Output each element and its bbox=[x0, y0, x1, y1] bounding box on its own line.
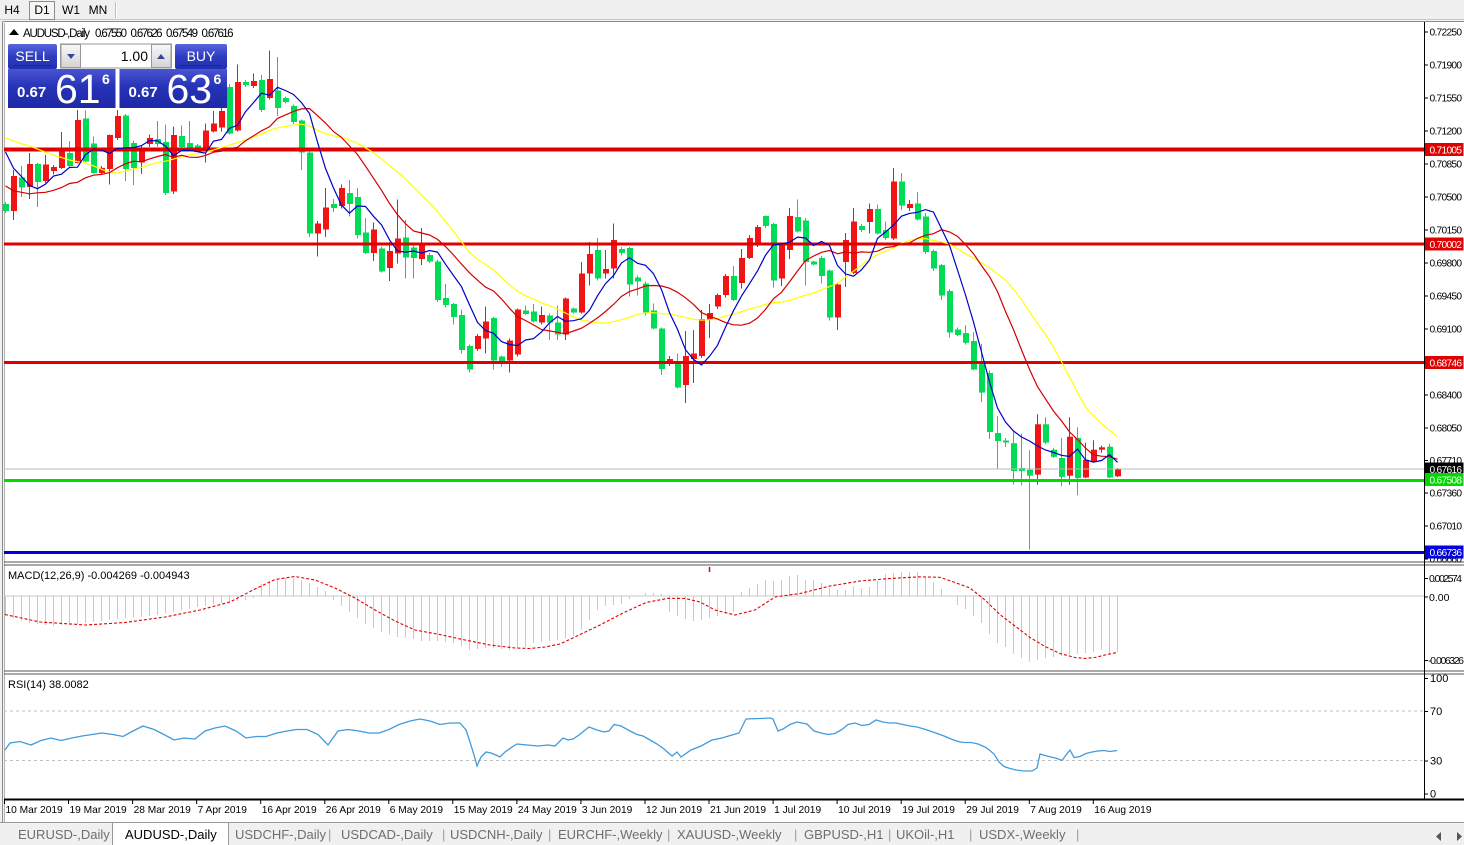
svg-text:61: 61 bbox=[55, 66, 101, 112]
svg-text:EURCHF-,Weekly: EURCHF-,Weekly bbox=[558, 827, 663, 842]
svg-text:W1: W1 bbox=[62, 3, 80, 17]
svg-text:1.00: 1.00 bbox=[121, 48, 148, 64]
svg-text:|: | bbox=[328, 827, 331, 842]
svg-text:0.67616: 0.67616 bbox=[1430, 465, 1463, 476]
svg-text:24 May 2019: 24 May 2019 bbox=[518, 805, 577, 816]
svg-text:0.67710: 0.67710 bbox=[1430, 456, 1463, 467]
svg-text:0.68400: 0.68400 bbox=[1430, 391, 1463, 402]
svg-text:0.67010: 0.67010 bbox=[1430, 522, 1463, 533]
svg-text:26 Apr 2019: 26 Apr 2019 bbox=[326, 805, 381, 816]
svg-text:USDCHF-,Daily: USDCHF-,Daily bbox=[235, 827, 327, 842]
svg-text:|: | bbox=[667, 827, 670, 842]
svg-text:0.69100: 0.69100 bbox=[1430, 325, 1463, 336]
svg-text:BUY: BUY bbox=[187, 48, 216, 64]
svg-text:0.67: 0.67 bbox=[129, 84, 158, 101]
svg-text:|: | bbox=[1076, 827, 1079, 842]
svg-text:12 Jun 2019: 12 Jun 2019 bbox=[646, 805, 702, 816]
svg-text:0.68746: 0.68746 bbox=[1430, 359, 1463, 370]
svg-text:0.67360: 0.67360 bbox=[1430, 489, 1463, 500]
svg-text:|: | bbox=[548, 827, 551, 842]
svg-text:3 Jun 2019: 3 Jun 2019 bbox=[582, 805, 633, 816]
svg-text:SELL: SELL bbox=[15, 48, 49, 64]
svg-text:70: 70 bbox=[1430, 706, 1442, 718]
svg-text:GBPUSD-,H1: GBPUSD-,H1 bbox=[804, 827, 883, 842]
svg-text:0.68050: 0.68050 bbox=[1430, 424, 1463, 435]
svg-text:0.70500: 0.70500 bbox=[1430, 193, 1463, 204]
svg-text:|: | bbox=[794, 827, 797, 842]
svg-text:0.69800: 0.69800 bbox=[1430, 259, 1463, 270]
svg-text:MN: MN bbox=[89, 3, 108, 17]
svg-text:19 Jul 2019: 19 Jul 2019 bbox=[902, 805, 955, 816]
svg-text:0.002574: 0.002574 bbox=[1429, 573, 1462, 585]
svg-text:USDCNH-,Daily: USDCNH-,Daily bbox=[450, 827, 543, 842]
svg-text:28 Mar 2019: 28 Mar 2019 bbox=[134, 805, 192, 816]
svg-text:10 Jul 2019: 10 Jul 2019 bbox=[838, 805, 891, 816]
svg-text:63: 63 bbox=[167, 66, 213, 112]
svg-text:D1: D1 bbox=[34, 3, 50, 17]
svg-text:21 Jun 2019: 21 Jun 2019 bbox=[710, 805, 766, 816]
svg-text:16 Apr 2019: 16 Apr 2019 bbox=[262, 805, 317, 816]
svg-text:|: | bbox=[888, 827, 891, 842]
svg-text:0.69450: 0.69450 bbox=[1430, 292, 1463, 303]
svg-text:RSI(14) 38.0082: RSI(14) 38.0082 bbox=[8, 679, 89, 691]
svg-text:15 May 2019: 15 May 2019 bbox=[454, 805, 513, 816]
svg-text:USDX-,Weekly: USDX-,Weekly bbox=[979, 827, 1066, 842]
svg-text:H4: H4 bbox=[4, 3, 20, 17]
svg-text:0.67616: 0.67616 bbox=[202, 28, 234, 40]
svg-text:AUDUSD-,Daily: AUDUSD-,Daily bbox=[23, 28, 90, 40]
svg-text:7 Apr 2019: 7 Apr 2019 bbox=[198, 805, 248, 816]
svg-text:16 Aug 2019: 16 Aug 2019 bbox=[1094, 805, 1152, 816]
svg-text:USDCAD-,Daily: USDCAD-,Daily bbox=[341, 827, 433, 842]
svg-text:0: 0 bbox=[1430, 789, 1436, 801]
svg-text:29 Jul 2019: 29 Jul 2019 bbox=[966, 805, 1019, 816]
svg-text:0.66660: 0.66660 bbox=[1430, 555, 1463, 566]
svg-text:0.67: 0.67 bbox=[17, 84, 46, 101]
svg-text:0.71200: 0.71200 bbox=[1430, 127, 1463, 138]
svg-text:AUDUSD-,Daily: AUDUSD-,Daily bbox=[125, 827, 217, 842]
svg-text:10 Mar 2019: 10 Mar 2019 bbox=[6, 805, 64, 816]
svg-text:0.71550: 0.71550 bbox=[1430, 94, 1463, 105]
svg-text:100: 100 bbox=[1430, 673, 1448, 685]
svg-text:EURUSD-,Daily: EURUSD-,Daily bbox=[18, 827, 110, 842]
svg-text:30: 30 bbox=[1430, 756, 1442, 768]
svg-text:19 Mar 2019: 19 Mar 2019 bbox=[70, 805, 128, 816]
svg-text:0.70850: 0.70850 bbox=[1430, 160, 1463, 171]
svg-text:6: 6 bbox=[214, 71, 222, 87]
svg-text:6 May 2019: 6 May 2019 bbox=[390, 805, 444, 816]
svg-text:0.67508: 0.67508 bbox=[1430, 476, 1463, 487]
svg-text:7 Aug 2019: 7 Aug 2019 bbox=[1030, 805, 1082, 816]
svg-text:-0.006326: -0.006326 bbox=[1428, 655, 1464, 667]
svg-text:6: 6 bbox=[102, 71, 110, 87]
svg-text:UKOil-,H1: UKOil-,H1 bbox=[896, 827, 955, 842]
svg-text:MACD(12,26,9) -0.004269 -0.004: MACD(12,26,9) -0.004269 -0.004943 bbox=[8, 570, 190, 582]
svg-text:0.66736: 0.66736 bbox=[1430, 548, 1463, 559]
svg-text:|: | bbox=[969, 827, 972, 842]
svg-text:0.70002: 0.70002 bbox=[1430, 240, 1463, 251]
svg-text:0.67626: 0.67626 bbox=[131, 28, 163, 40]
svg-text:0.67549: 0.67549 bbox=[166, 28, 198, 40]
svg-text:0.67550: 0.67550 bbox=[95, 28, 127, 40]
svg-text:1 Jul 2019: 1 Jul 2019 bbox=[774, 805, 821, 816]
svg-text:0.71900: 0.71900 bbox=[1430, 61, 1463, 72]
svg-text:0.72250: 0.72250 bbox=[1430, 28, 1463, 39]
svg-text:0.00: 0.00 bbox=[1429, 592, 1450, 604]
svg-text:0.71005: 0.71005 bbox=[1430, 146, 1463, 157]
svg-text:0.70150: 0.70150 bbox=[1430, 226, 1463, 237]
svg-text:XAUUSD-,Weekly: XAUUSD-,Weekly bbox=[677, 827, 782, 842]
svg-text:|: | bbox=[442, 827, 445, 842]
